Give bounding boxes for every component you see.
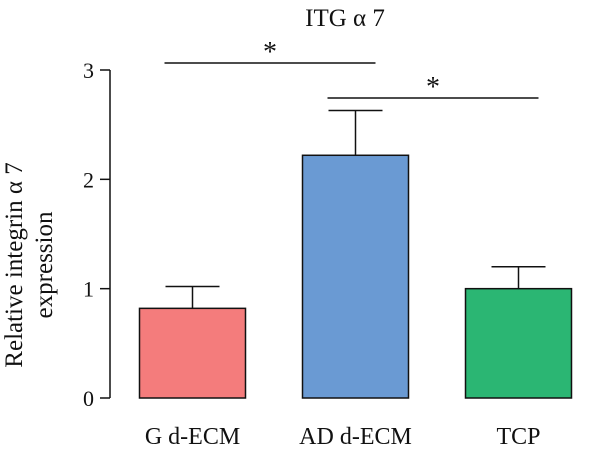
y-tick-label: 2 — [83, 167, 94, 192]
significance-star: * — [426, 72, 440, 103]
x-category-label: TCP — [496, 424, 540, 450]
x-category-label: AD d-ECM — [299, 424, 412, 450]
chart-title: ITG α 7 — [305, 5, 385, 32]
error-bars — [165, 109, 546, 309]
y-axis-label-line-2: expression — [31, 211, 58, 318]
y-tick-label: 0 — [83, 386, 94, 411]
x-category-label: G d-ECM — [145, 424, 240, 450]
x-category-labels: G d-ECM AD d-ECM TCP — [145, 424, 541, 450]
significance-annotations: ** — [164, 37, 539, 103]
y-ticks: 0 1 2 3 — [83, 58, 110, 411]
bar — [464, 287, 573, 399]
significance-star: * — [263, 37, 277, 68]
y-axis-label: Relative integrin α 7 expression — [1, 162, 58, 367]
bar — [138, 307, 247, 399]
bar — [301, 154, 410, 399]
y-tick-label: 3 — [83, 58, 94, 83]
y-tick-label: 1 — [83, 277, 94, 302]
bars — [138, 154, 573, 399]
y-axis-label-line-1: Relative integrin α 7 — [1, 162, 28, 367]
